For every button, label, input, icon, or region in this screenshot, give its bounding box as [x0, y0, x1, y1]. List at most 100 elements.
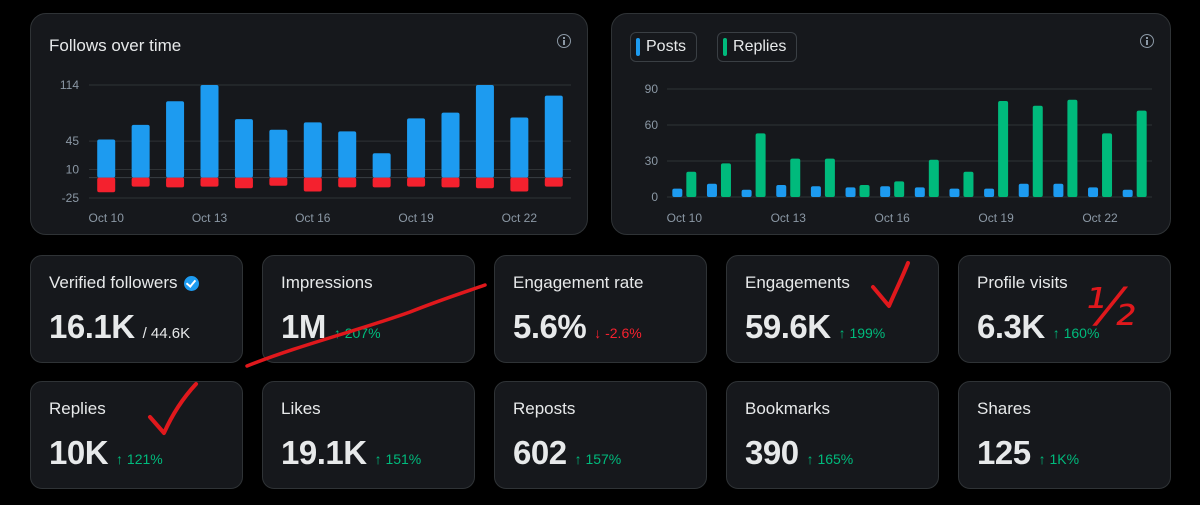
card-value-row: 10K ↑ 121% — [49, 434, 163, 472]
card-value: 10K — [49, 434, 109, 471]
unfollows-bar[interactable] — [475, 177, 494, 189]
metric-card-profile-visits[interactable]: Profile visits 6.3K ↑ 160% — [958, 255, 1171, 363]
unfollows-bar[interactable] — [234, 177, 253, 189]
posts-bar[interactable] — [984, 188, 995, 197]
metric-card-likes[interactable]: Likes 19.1K ↑ 151% — [262, 381, 475, 489]
card-value-row: 19.1K ↑ 151% — [281, 434, 421, 472]
card-delta: ↓ -2.6% — [594, 325, 642, 341]
card-label-text: Shares — [977, 399, 1031, 418]
card-label-text: Likes — [281, 399, 321, 418]
metric-card-engagements[interactable]: Engagements 59.6K ↑ 199% — [726, 255, 939, 363]
x-tick-label: Oct 19 — [398, 211, 434, 225]
card-delta: ↑ 157% — [574, 451, 622, 467]
follows-bar[interactable] — [475, 85, 494, 178]
replies-bar[interactable] — [1136, 110, 1147, 197]
replies-bar[interactable] — [755, 133, 766, 197]
replies-bar[interactable] — [859, 185, 870, 197]
replies-bar[interactable] — [963, 171, 974, 197]
replies-bar[interactable] — [720, 163, 731, 197]
replies-bar[interactable] — [1067, 99, 1078, 197]
card-label: Impressions — [281, 273, 373, 293]
replies-bar[interactable] — [998, 101, 1009, 197]
posts-bar[interactable] — [672, 188, 683, 197]
posts-bar[interactable] — [706, 183, 717, 197]
metric-card-impressions[interactable]: Impressions 1M ↑ 207% — [262, 255, 475, 363]
card-label-text: Bookmarks — [745, 399, 831, 418]
card-label: Engagements — [745, 273, 850, 293]
follows-chart-svg: 114 45 10 -25 Oct 10 Oct 13 Oct 16 Oct 19 Oct 22 — [60, 78, 571, 225]
metric-card-reposts[interactable]: Reposts 602 ↑ 157% — [494, 381, 707, 489]
follows-bar[interactable] — [97, 139, 116, 178]
follows-bar[interactable] — [200, 85, 219, 178]
x-tick-label: Oct 22 — [1082, 211, 1118, 225]
posts-bar[interactable] — [914, 187, 925, 197]
posts-bar[interactable] — [776, 185, 787, 197]
posts-bar[interactable] — [810, 186, 821, 197]
card-label: Shares — [977, 399, 1031, 419]
legend-replies[interactable]: Replies — [717, 32, 798, 62]
unfollows-bar[interactable] — [441, 177, 460, 188]
follows-bar[interactable] — [372, 153, 391, 178]
unfollows-bar[interactable] — [131, 177, 150, 187]
replies-bar[interactable] — [686, 171, 697, 197]
posts-bar[interactable] — [1122, 189, 1133, 197]
unfollows-bar[interactable] — [544, 177, 563, 187]
metric-card-shares[interactable]: Shares 125 ↑ 1K% — [958, 381, 1171, 489]
posts-bar[interactable] — [845, 187, 856, 197]
posts-bar[interactable] — [1088, 187, 1099, 197]
follows-bar[interactable] — [269, 129, 288, 178]
y-tick-label: 114 — [60, 78, 79, 92]
replies-bar[interactable] — [1032, 105, 1043, 197]
replies-bar[interactable] — [1102, 133, 1113, 197]
posts-bar[interactable] — [1053, 183, 1064, 197]
card-label-text: Engagements — [745, 273, 850, 292]
x-tick-label: Oct 10 — [89, 211, 125, 225]
replies-bar[interactable] — [824, 158, 835, 197]
posts-bar[interactable] — [1018, 183, 1029, 197]
follows-bar[interactable] — [131, 124, 150, 178]
metric-card-verified-followers[interactable]: Verified followers 16.1K / 44.6K — [30, 255, 243, 363]
posts-bar[interactable] — [949, 188, 960, 197]
replies-bar[interactable] — [894, 181, 905, 197]
metric-card-engagement-rate[interactable]: Engagement rate 5.6% ↓ -2.6% — [494, 255, 707, 363]
card-delta: ↑ 207% — [333, 325, 381, 341]
card-value-row: 390 ↑ 165% — [745, 434, 853, 472]
unfollows-bar[interactable] — [372, 177, 391, 188]
card-value-row: 5.6% ↓ -2.6% — [513, 308, 642, 346]
card-sub-value: / 44.6K — [142, 325, 191, 342]
posts-bar[interactable] — [880, 186, 891, 197]
metric-card-bookmarks[interactable]: Bookmarks 390 ↑ 165% — [726, 381, 939, 489]
info-icon[interactable] — [557, 34, 571, 48]
y-tick-label: 10 — [66, 163, 80, 177]
follows-bar[interactable] — [234, 119, 253, 178]
follows-bar[interactable] — [407, 118, 426, 178]
legend-posts[interactable]: Posts — [630, 32, 698, 62]
follows-bar[interactable] — [338, 131, 357, 178]
replies-bar[interactable] — [928, 159, 939, 197]
x-tick-label: Oct 13 — [771, 211, 807, 225]
unfollows-bar[interactable] — [510, 177, 529, 192]
card-value: 602 — [513, 434, 567, 471]
card-value: 125 — [977, 434, 1031, 471]
y-tick-label: 45 — [66, 134, 80, 148]
unfollows-bar[interactable] — [166, 177, 185, 188]
follows-bar[interactable] — [510, 117, 529, 178]
unfollows-bar[interactable] — [269, 177, 288, 186]
unfollows-bar[interactable] — [200, 177, 219, 187]
info-icon[interactable] — [1140, 34, 1154, 48]
follows-bar[interactable] — [166, 101, 185, 178]
replies-bar[interactable] — [790, 158, 801, 197]
card-label: Engagement rate — [513, 273, 643, 293]
unfollows-bar[interactable] — [97, 177, 116, 193]
metric-card-replies[interactable]: Replies 10K ↑ 121% — [30, 381, 243, 489]
follows-bar[interactable] — [441, 112, 460, 178]
card-label-text: Impressions — [281, 273, 373, 292]
unfollows-bar[interactable] — [303, 177, 322, 192]
posts-bar[interactable] — [741, 189, 752, 197]
unfollows-bar[interactable] — [338, 177, 357, 188]
chart-title: Follows over time — [49, 36, 182, 55]
follows-bar[interactable] — [303, 122, 322, 178]
card-value-row: 16.1K / 44.6K — [49, 308, 190, 346]
follows-bar[interactable] — [544, 95, 563, 178]
unfollows-bar[interactable] — [407, 177, 426, 187]
